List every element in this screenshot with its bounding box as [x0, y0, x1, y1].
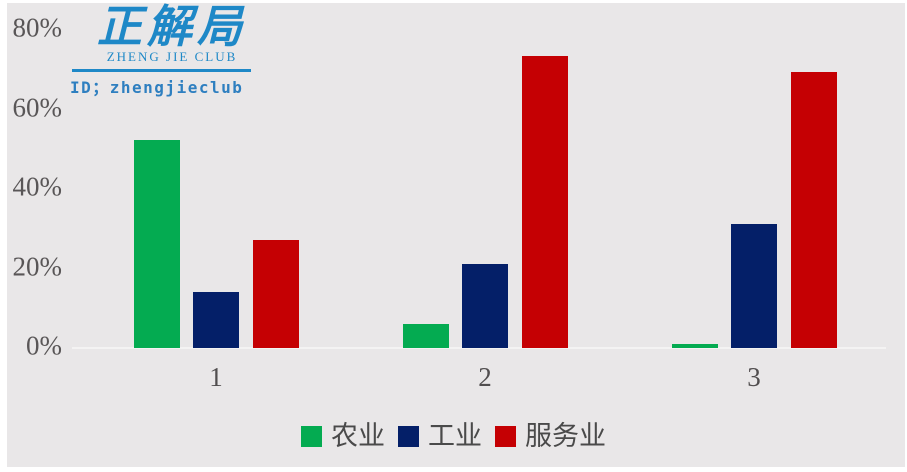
y-axis-tick-label: 40%	[12, 171, 63, 202]
x-axis-label: 3	[747, 362, 761, 392]
bar-工业-group1	[193, 292, 239, 348]
bar-工业-group2	[462, 264, 508, 348]
bar-农业-group3	[671, 344, 718, 348]
x-axis-label: 2	[478, 362, 492, 392]
legend-label: 服务业	[525, 421, 606, 451]
legend-label: 工业	[428, 421, 482, 451]
y-axis-tick-label: 20%	[12, 251, 63, 281]
bar-工业-group3	[731, 224, 777, 348]
legend-swatch-icon	[495, 426, 516, 447]
brand-id-text: ID；zhengjieclub	[70, 78, 244, 97]
legend-item-服务业: 服务业	[495, 423, 606, 450]
bar-服务业-group1	[252, 240, 299, 348]
bar-服务业-group2	[521, 56, 568, 348]
legend-label: 农业	[331, 421, 385, 451]
brand-name-chinese: 正解局	[96, 0, 247, 53]
watermark-logo: 正解局 ZHENG JIE CLUB	[86, 0, 258, 65]
y-axis-tick-label: 80%	[12, 12, 63, 43]
legend-item-工业: 工业	[398, 423, 482, 450]
bar-农业-group2	[402, 324, 449, 348]
bar-服务业-group3	[790, 72, 837, 348]
legend-swatch-icon	[301, 426, 322, 447]
x-axis-line	[72, 347, 886, 349]
bar-农业-group1	[133, 140, 180, 348]
brand-divider-line	[72, 69, 251, 72]
chart-legend: 农业 工业 服务业	[0, 423, 907, 450]
legend-item-农业: 农业	[301, 423, 385, 450]
legend-swatch-icon	[398, 426, 419, 447]
brand-name-english: ZHENG JIE CLUB	[106, 49, 238, 65]
y-axis-tick-label: 60%	[12, 92, 63, 122]
y-axis-tick-label: 0%	[26, 330, 62, 361]
x-axis-label: 1	[209, 362, 223, 392]
